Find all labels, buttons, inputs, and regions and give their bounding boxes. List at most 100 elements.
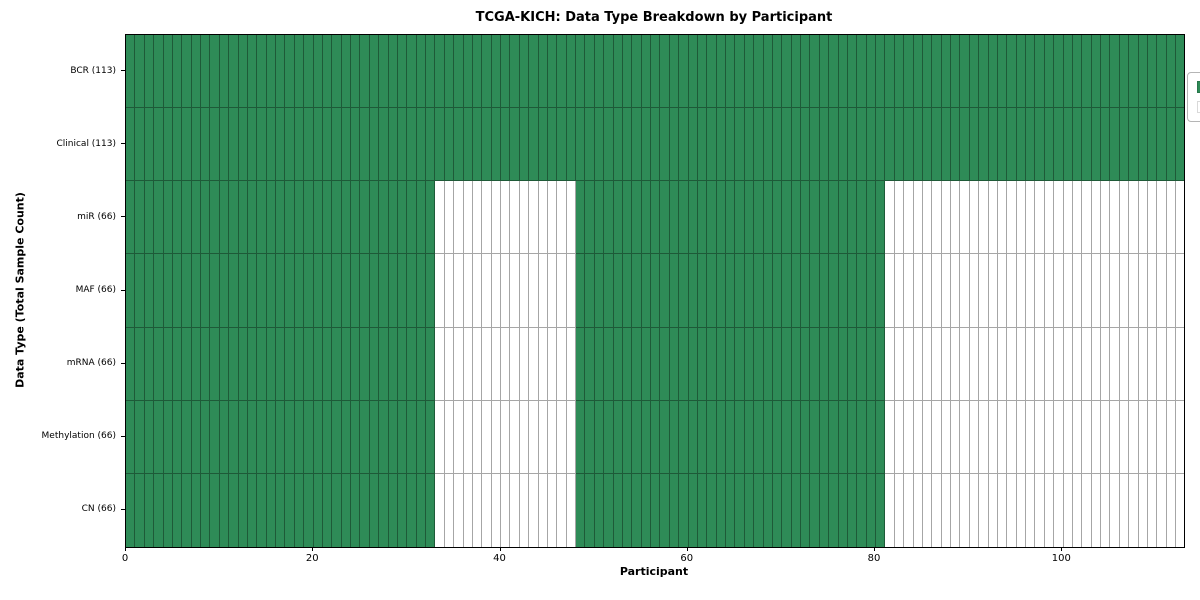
- heatmap-cell: [332, 327, 342, 401]
- heatmap-cell: [894, 473, 905, 547]
- heatmap-cell: [510, 35, 520, 109]
- heatmap-cell: [463, 254, 473, 328]
- heatmap-cell: [219, 108, 230, 182]
- heatmap-cell: [782, 108, 792, 182]
- heatmap-cell: [144, 35, 155, 109]
- heatmap-cell: [276, 473, 286, 547]
- heatmap-cell: [126, 254, 136, 328]
- heatmap-cell: [266, 400, 276, 474]
- heatmap-cell: [1044, 108, 1055, 182]
- heatmap-cell: [1063, 400, 1073, 474]
- heatmap-cell: [744, 254, 755, 328]
- heatmap-cell: [819, 35, 830, 109]
- heatmap-row: [126, 400, 1185, 474]
- heatmap-cell: [969, 254, 980, 328]
- heatmap-cell: [1166, 35, 1176, 109]
- heatmap-cell: [1091, 473, 1101, 547]
- heatmap-row: [126, 327, 1185, 401]
- heatmap-cell: [651, 254, 661, 328]
- heatmap-cell: [1091, 327, 1101, 401]
- heatmap-cell: [247, 400, 258, 474]
- heatmap-cell: [463, 35, 473, 109]
- heatmap-cell: [144, 254, 155, 328]
- x-tick-label: 40: [493, 553, 506, 564]
- heatmap-cell: [688, 108, 698, 182]
- heatmap-cell: [791, 400, 801, 474]
- heatmap-cell: [1138, 327, 1148, 401]
- heatmap-cell: [979, 254, 989, 328]
- heatmap-cell: [285, 35, 295, 109]
- heatmap-cell: [801, 35, 811, 109]
- heatmap-cell: [1044, 35, 1055, 109]
- heatmap-cell: [660, 327, 670, 401]
- heatmap-cell: [304, 400, 314, 474]
- heatmap-cell: [857, 473, 867, 547]
- heatmap-row: [126, 35, 1185, 109]
- heatmap-cell: [322, 35, 333, 109]
- heatmap-cell: [501, 400, 511, 474]
- heatmap-cell: [763, 181, 773, 255]
- heatmap-cell: [547, 400, 558, 474]
- heatmap-cell: [426, 108, 436, 182]
- heatmap-cell: [754, 181, 764, 255]
- heatmap-cell: [679, 108, 689, 182]
- heatmap-cell: [276, 254, 286, 328]
- heatmap-cell: [838, 181, 848, 255]
- heatmap-cell: [922, 327, 933, 401]
- heatmap-cell: [669, 108, 680, 182]
- heatmap-cell: [772, 108, 783, 182]
- heatmap-cell: [801, 473, 811, 547]
- heatmap-cell: [351, 400, 361, 474]
- heatmap-cell: [1166, 400, 1176, 474]
- heatmap-cell: [838, 400, 848, 474]
- heatmap-cell: [885, 473, 895, 547]
- heatmap-cell: [388, 35, 398, 109]
- heatmap-cell: [735, 473, 745, 547]
- heatmap-cell: [182, 35, 192, 109]
- heatmap-cell: [1026, 473, 1036, 547]
- heatmap-cell: [1054, 400, 1064, 474]
- heatmap-cell: [1016, 35, 1026, 109]
- heatmap-cell: [782, 35, 792, 109]
- heatmap-cell: [547, 108, 558, 182]
- heatmap-cell: [707, 108, 717, 182]
- heatmap-cell: [632, 254, 642, 328]
- heatmap-cell: [266, 181, 276, 255]
- heatmap-cell: [716, 108, 726, 182]
- heatmap-cell: [754, 400, 764, 474]
- heatmap-cell: [791, 327, 801, 401]
- heatmap-cell: [1072, 181, 1083, 255]
- x-tick-mark: [125, 547, 126, 551]
- heatmap-cell: [697, 473, 708, 547]
- heatmap-cell: [810, 254, 820, 328]
- heatmap-cell: [669, 327, 680, 401]
- heatmap-cell: [172, 181, 183, 255]
- heatmap-cell: [594, 254, 605, 328]
- heatmap-cell: [210, 35, 220, 109]
- x-tick-label: 60: [680, 553, 694, 564]
- heatmap-cell: [219, 473, 230, 547]
- heatmap-cell: [519, 327, 530, 401]
- heatmap-cell: [754, 108, 764, 182]
- heatmap-cell: [819, 400, 830, 474]
- heatmap-cell: [351, 327, 361, 401]
- heatmap-cell: [397, 254, 408, 328]
- heatmap-cell: [294, 400, 305, 474]
- heatmap-cell: [660, 35, 670, 109]
- heatmap-cell: [857, 327, 867, 401]
- heatmap-cell: [622, 181, 633, 255]
- heatmap-cell: [388, 254, 398, 328]
- heatmap-cell: [416, 181, 426, 255]
- heatmap-cell: [322, 254, 333, 328]
- heatmap-cell: [547, 35, 558, 109]
- heatmap-cell: [604, 108, 614, 182]
- heatmap-cell: [154, 400, 164, 474]
- heatmap-cell: [182, 327, 192, 401]
- heatmap-cell: [744, 473, 755, 547]
- heatmap-cell: [688, 400, 698, 474]
- heatmap-cell: [219, 400, 230, 474]
- heatmap-cell: [585, 108, 595, 182]
- heatmap-cell: [604, 254, 614, 328]
- heatmap-cell: [529, 35, 539, 109]
- heatmap-cell: [313, 473, 323, 547]
